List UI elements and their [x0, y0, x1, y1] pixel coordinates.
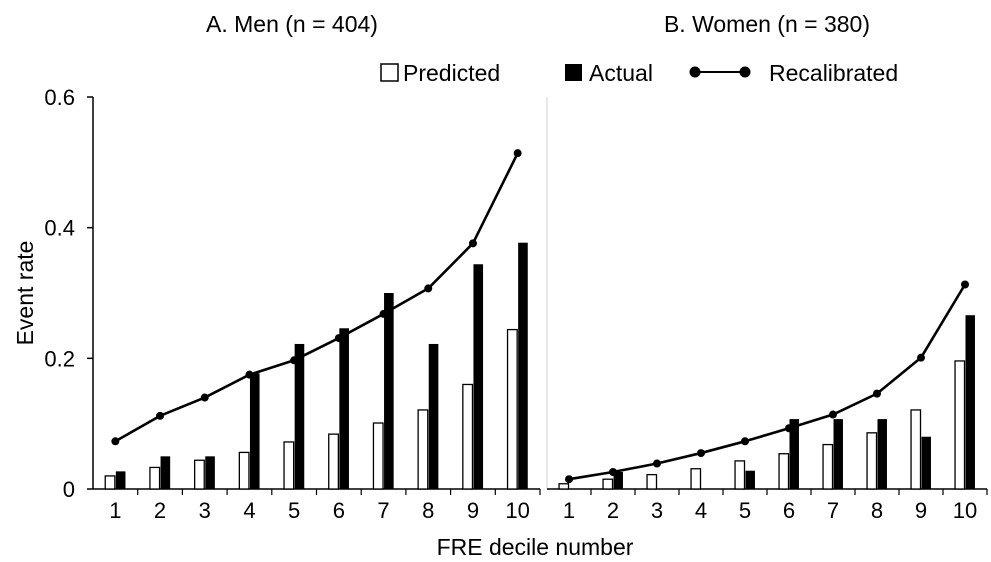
x-tick-label: 9	[467, 498, 479, 523]
predicted-bar	[602, 478, 614, 490]
actual-bar	[921, 436, 931, 489]
y-tick-label: 0	[63, 477, 75, 502]
recalibrated-point	[917, 353, 925, 362]
predicted-bar	[778, 453, 790, 490]
x-tick-label: 5	[739, 498, 751, 523]
recalibrated-point	[245, 370, 254, 379]
actual-bar	[789, 419, 799, 489]
recalibrated-line	[114, 152, 519, 443]
predicted-bar	[372, 422, 384, 490]
predicted-bar	[283, 441, 295, 490]
panel-title-women: B. Women (n = 380)	[664, 11, 870, 37]
legend-predicted-swatch	[380, 63, 399, 82]
x-tick-label: 8	[871, 498, 883, 523]
actual-bar	[613, 472, 623, 489]
actual-bar	[518, 242, 528, 489]
x-tick-label: 2	[607, 498, 619, 523]
legend-predicted-label: Predicted	[403, 60, 500, 86]
predicted-bar	[822, 443, 834, 490]
x-tick-label: 9	[915, 498, 927, 523]
recalibrated-point	[334, 334, 343, 343]
actual-bar	[294, 343, 305, 489]
recalibrated-point	[609, 468, 617, 477]
predicted-bar	[866, 432, 878, 490]
legend-recalibrated-label: Recalibrated	[769, 60, 898, 86]
actual-bar	[205, 456, 215, 489]
predicted-bar	[104, 475, 116, 490]
actual-bar	[877, 419, 887, 489]
plot-area: 0 0.2 0.4 0.6 1 2 3 4 5 6 7 8 9 10 1 2 3 4 5 6 7 8 9 10	[44, 85, 988, 523]
actual-bar	[115, 471, 126, 489]
y-tick-label: 0.2	[44, 346, 75, 371]
predicted-bar	[646, 473, 658, 490]
legend-recalibrated-marker-right	[739, 66, 751, 78]
panel-men: 1 2 3 4 5 6 7 8 9 10	[92, 97, 541, 523]
x-tick-label: 5	[288, 498, 300, 523]
actual-bar	[339, 328, 349, 489]
predicted-bar	[462, 383, 474, 490]
predicted-bar	[954, 360, 966, 490]
x-tick-label: 10	[953, 498, 977, 523]
y-tick-label: 0.6	[44, 85, 75, 110]
recalibrated-point	[829, 410, 837, 419]
recalibrated-point	[697, 449, 705, 458]
x-tick-label: 10	[505, 498, 529, 523]
recalibrated-point	[290, 356, 299, 365]
x-tick-label: 1	[563, 498, 575, 523]
predicted-bar	[328, 433, 340, 490]
predicted-bar	[558, 483, 570, 490]
x-tick-label: 3	[199, 498, 211, 523]
predicted-bar	[149, 466, 161, 490]
x-tick-label: 2	[154, 498, 166, 523]
x-tick-label: 6	[333, 498, 345, 523]
actual-bar	[428, 343, 439, 489]
x-tick-label: 7	[827, 498, 839, 523]
actual-bar	[160, 456, 171, 489]
recalibrated-point	[156, 411, 165, 420]
recalibrated-point	[111, 437, 120, 446]
predicted-bar	[506, 328, 518, 490]
recalibrated-point	[741, 437, 749, 446]
predicted-bar	[910, 409, 922, 490]
legend-actual-label: Actual	[589, 60, 653, 86]
recalibrated-point	[873, 389, 881, 398]
predicted-bar	[238, 451, 250, 490]
x-tick-label: 6	[783, 498, 795, 523]
legend: Predicted Actual Recalibrated	[380, 60, 898, 86]
legend-recalibrated-marker-left	[689, 66, 701, 78]
actual-bar	[965, 315, 975, 489]
y-tick-label: 0.4	[44, 216, 75, 241]
panel-women: 1 2 3 4 5 6 7 8 9 10	[546, 97, 988, 523]
predicted-bar	[417, 409, 429, 490]
actual-bar	[745, 470, 755, 489]
actual-bar	[384, 293, 394, 489]
recalibrated-point	[379, 309, 388, 318]
x-tick-label: 4	[243, 498, 255, 523]
actual-bar	[833, 419, 843, 489]
recalibrated-point	[653, 459, 661, 468]
actual-bar	[473, 264, 484, 489]
panel-title-men: A. Men (n = 404)	[206, 11, 378, 37]
recalibrated-point	[468, 239, 477, 248]
recalibrated-point	[961, 280, 969, 289]
recalibrated-point	[513, 149, 522, 158]
x-tick-label: 8	[422, 498, 434, 523]
x-tick-label: 7	[377, 498, 389, 523]
x-tick-label: 3	[651, 498, 663, 523]
actual-bar	[249, 373, 260, 489]
predicted-bar	[193, 459, 205, 490]
x-axis-label: FRE decile number	[437, 534, 634, 560]
predicted-bar	[690, 468, 702, 490]
x-tick-label: 1	[109, 498, 121, 523]
recalibrated-point	[565, 475, 573, 484]
recalibrated-line	[568, 283, 967, 481]
recalibrated-point	[785, 424, 793, 433]
recalibrated-point	[424, 284, 433, 293]
predicted-bar	[734, 460, 746, 490]
legend-actual-swatch	[565, 64, 582, 81]
x-tick-label: 4	[695, 498, 707, 523]
y-axis-label: Event rate	[12, 241, 38, 346]
recalibrated-point	[200, 393, 209, 402]
